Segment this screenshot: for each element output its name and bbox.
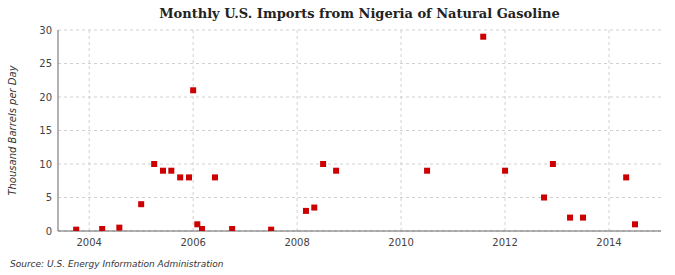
point xyxy=(580,215,586,221)
point xyxy=(212,174,218,180)
y-tick-label: 5 xyxy=(46,192,52,203)
point xyxy=(268,227,274,231)
point xyxy=(424,168,430,174)
y-tick-label: 30 xyxy=(39,25,52,36)
x-grid-line xyxy=(609,30,610,231)
point xyxy=(632,221,638,227)
points xyxy=(73,34,638,231)
point xyxy=(116,225,122,231)
y-tick-label: 15 xyxy=(39,125,52,136)
x-tick-label: 2010 xyxy=(388,237,413,248)
y-grid-line xyxy=(58,30,661,31)
y-grid-line xyxy=(58,63,661,64)
point xyxy=(138,201,144,207)
y-axis-label: Thousand Barrels per Day xyxy=(7,64,18,195)
point xyxy=(623,174,629,180)
x-axis-line xyxy=(58,231,661,232)
x-tick-label: 2004 xyxy=(76,237,101,248)
chart: 0 5 10 15 20 25 30 2004 2006 2008 2010 2012 2014 Mont… xyxy=(0,0,675,275)
x-tick-label: 2008 xyxy=(284,237,309,248)
x-grid-line xyxy=(297,30,298,231)
x-grid-line xyxy=(89,30,90,231)
grid xyxy=(58,30,661,231)
y-tick-label: 0 xyxy=(46,226,52,237)
point xyxy=(73,227,79,231)
source-note: Source: U.S. Energy Information Administ… xyxy=(10,259,224,269)
y-grid-line xyxy=(58,164,661,165)
title: Monthly U.S. Imports from Nigeria of Nat… xyxy=(159,6,560,21)
point xyxy=(550,161,556,167)
point xyxy=(168,168,174,174)
point xyxy=(320,161,326,167)
point xyxy=(333,168,339,174)
x-grid-line xyxy=(505,30,506,231)
point xyxy=(541,195,547,201)
y-grid-line xyxy=(58,130,661,131)
point xyxy=(199,226,205,231)
x-tick-label: 2012 xyxy=(492,237,517,248)
y-grid-line xyxy=(58,197,661,198)
point xyxy=(186,174,192,180)
x-grid-line xyxy=(401,30,402,231)
point xyxy=(151,161,157,167)
y-grid-line xyxy=(58,97,661,98)
point xyxy=(99,226,105,231)
point xyxy=(502,168,508,174)
y-axis-line xyxy=(58,30,59,231)
point xyxy=(229,226,235,231)
point xyxy=(160,168,166,174)
point xyxy=(311,205,317,211)
point xyxy=(177,174,183,180)
y-tick-label: 20 xyxy=(39,92,52,103)
y-tick-label: 10 xyxy=(39,159,52,170)
point xyxy=(567,215,573,221)
point xyxy=(303,208,309,214)
x-tick-label: 2014 xyxy=(596,237,621,248)
point xyxy=(480,34,486,40)
x-tick-label: 2006 xyxy=(180,237,205,248)
y-grid-line xyxy=(58,231,661,232)
x-grid-line xyxy=(193,30,194,231)
point xyxy=(190,87,196,93)
y-tick-label: 25 xyxy=(39,58,52,69)
